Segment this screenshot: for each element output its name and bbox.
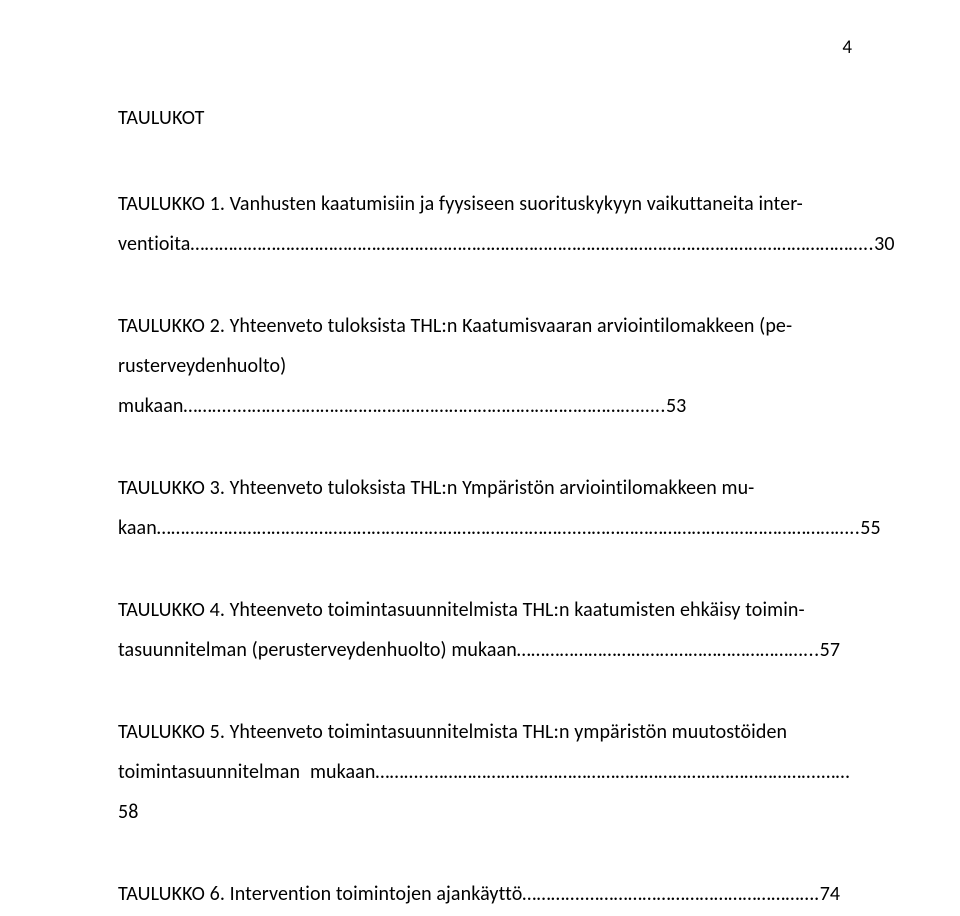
entry-leader: ………….………………………………………….	[522, 882, 819, 906]
entry-leader: ………..………..……………………………………………………………….…..	[184, 394, 666, 418]
entry-label-line2: kaan	[118, 516, 157, 540]
section-heading: TAULUKOT	[118, 106, 850, 130]
entry-page: 55	[860, 516, 880, 540]
entry-leader: ………..……………………………………………………………………….……	[375, 760, 850, 784]
toc-entry: TAULUKKO 3. Yhteenveto tuloksista THL:n …	[118, 468, 850, 548]
toc-entry: TAULUKKO 4. Yhteenveto toimintasuunnitel…	[118, 590, 850, 670]
toc-entry: TAULUKKO 1. Vanhusten kaatumisiin ja fyy…	[118, 184, 850, 264]
entry-leader: ……………………………………………………...	[517, 638, 820, 662]
entry-page: 58	[118, 800, 138, 824]
entry-page: 74	[820, 882, 840, 906]
page-container: 4 TAULUKOT TAULUKKO 1. Vanhusten kaatumi…	[0, 0, 960, 916]
entry-page: 53	[666, 394, 686, 418]
entry-label-single: TAULUKKO 6. Intervention toimintojen aja…	[118, 882, 522, 906]
entry-label-line1: TAULUKKO 5. Yhteenveto toimintasuunnitel…	[118, 720, 787, 744]
toc-entry: TAULUKKO 6. Intervention toimintojen aja…	[118, 874, 850, 914]
entry-label-line2: tasuunnitelman (perusterveydenhuolto) mu…	[118, 638, 517, 662]
entry-label-line2: toimintasuunnitelman mukaan	[118, 760, 375, 784]
entry-page: 30	[874, 232, 894, 256]
entry-label-line1: TAULUKKO 3. Yhteenveto tuloksista THL:n …	[118, 476, 754, 500]
page-number: 4	[842, 36, 852, 59]
toc-entry: TAULUKKO 5. Yhteenveto toimintasuunnitel…	[118, 712, 850, 832]
toc-entry: TAULUKKO 2. Yhteenveto tuloksista THL:n …	[118, 306, 850, 426]
entry-label-line1: TAULUKKO 1. Vanhusten kaatumisiin ja fyy…	[118, 192, 803, 216]
entry-leader: ……………………………………………………………………………………………………………	[190, 232, 874, 256]
entry-label-line1: TAULUKKO 2. Yhteenveto tuloksista THL:n …	[118, 314, 792, 338]
entry-leader: …………………………………………………………………………….……………………………	[157, 516, 860, 540]
entry-label-line1: TAULUKKO 4. Yhteenveto toimintasuunnitel…	[118, 598, 805, 622]
entry-label-line2: ventioita	[118, 232, 190, 256]
entry-page: 57	[820, 638, 840, 662]
